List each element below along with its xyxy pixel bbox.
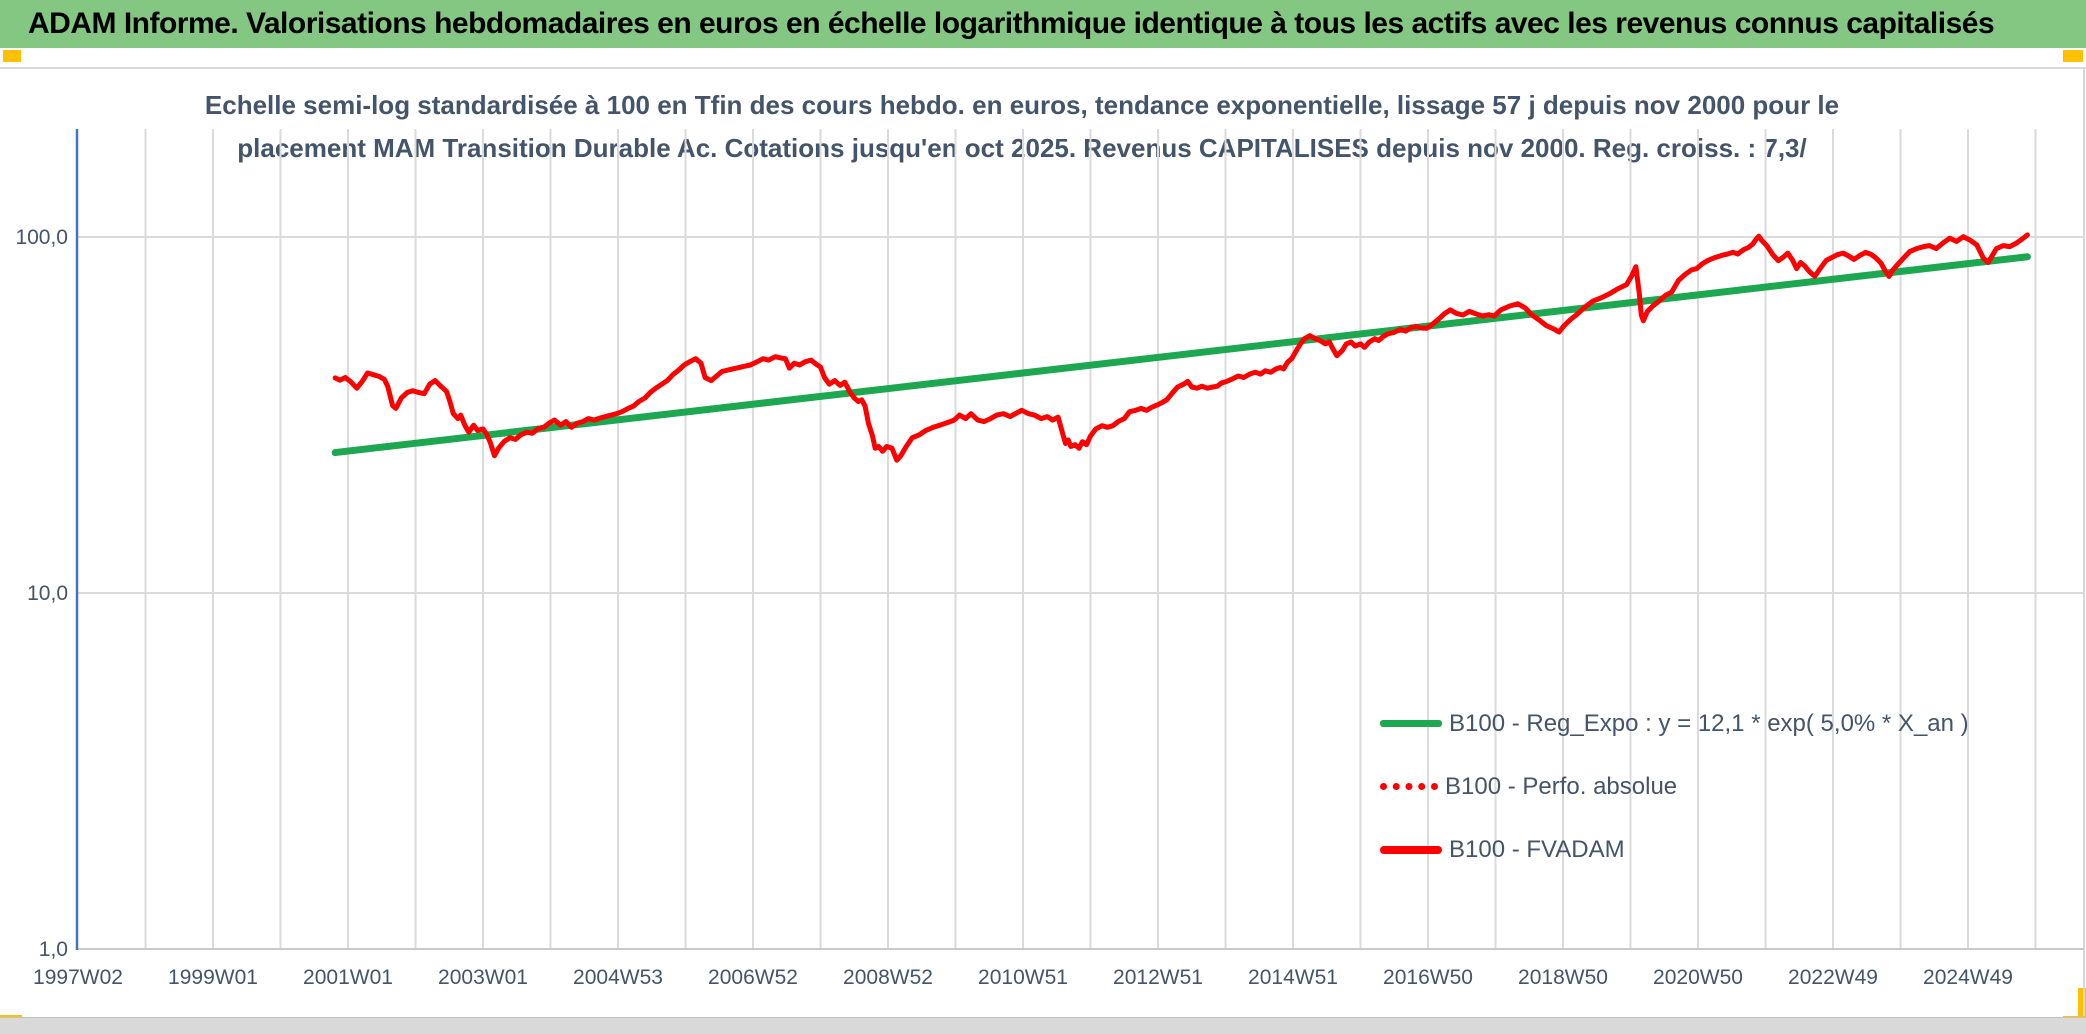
x-tick-label: 1999W01 (168, 966, 258, 989)
banner-title: ADAM Informe. Valorisations hebdomadaire… (28, 7, 1995, 40)
legend-item-perfo-absolue[interactable]: B100 - Perfo. absolue (1380, 755, 1969, 818)
series-fvadam-line[interactable] (332, 232, 2030, 463)
x-tick-label: 1997W02 (33, 966, 123, 989)
x-tick-label: 2018W50 (1518, 966, 1608, 989)
x-tick-label: 2016W50 (1383, 966, 1473, 989)
x-tick-label: 2001W01 (303, 966, 393, 989)
chart-frame-right-border (2083, 68, 2085, 1016)
x-tick-label: 2010W51 (978, 966, 1068, 989)
legend-item-reg-expo[interactable]: B100 - Reg_Expo : y = 12,1 * exp( 5,0% *… (1380, 692, 1969, 755)
legend-swatch-green-line (1380, 720, 1442, 727)
x-tick-label: 2020W50 (1653, 966, 1743, 989)
banner: ADAM Informe. Valorisations hebdomadaire… (0, 0, 2086, 48)
y-tick-label: 100,0 (15, 226, 68, 249)
corner-handle-top-left[interactable] (3, 50, 21, 62)
x-tick-label: 2012W51 (1113, 966, 1203, 989)
x-tick-label: 2014W51 (1248, 966, 1338, 989)
y-tick-label: 1,0 (39, 938, 68, 961)
legend-swatch-red-line (1380, 845, 1442, 854)
corner-handle-right-tab[interactable] (2078, 988, 2086, 1033)
series-reg-expo-line[interactable] (331, 253, 2031, 457)
legend-label: B100 - FVADAM (1449, 835, 1625, 863)
bottom-strip (0, 1017, 2086, 1034)
corner-handle-top-right[interactable] (2063, 50, 2083, 62)
x-tick-label: 2024W49 (1923, 966, 2013, 989)
chart-legend: B100 - Reg_Expo : y = 12,1 * exp( 5,0% *… (1380, 692, 1969, 881)
y-tick-label: 10,0 (27, 582, 68, 605)
x-tick-label: 2003W01 (438, 966, 528, 989)
x-tick-label: 2004W53 (573, 966, 663, 989)
legend-item-fvadam[interactable]: B100 - FVADAM (1380, 818, 1969, 881)
legend-swatch-red-dotted-line (1380, 783, 1438, 790)
x-tick-label: 2006W52 (708, 966, 798, 989)
chart-title-line-1: Echelle semi-log standardisée à 100 en T… (204, 90, 1840, 120)
chart-frame-top-border (0, 67, 2086, 69)
x-tick-label: 2008W52 (843, 966, 933, 989)
legend-label: B100 - Perfo. absolue (1445, 772, 1678, 800)
legend-label: B100 - Reg_Expo : y = 12,1 * exp( 5,0% *… (1449, 709, 1969, 737)
x-tick-label: 2022W49 (1788, 966, 1878, 989)
